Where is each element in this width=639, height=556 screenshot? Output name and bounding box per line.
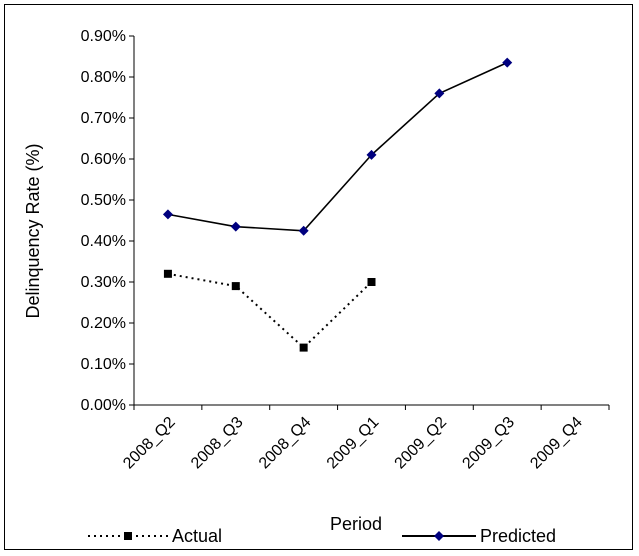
y-tick-label: 0.60% [81,151,126,168]
data-point-actual [231,282,240,291]
legend: Actual Predicted [88,526,556,546]
x-axis-title: Period [330,514,382,534]
x-tick-label: 2008_Q2 [120,414,179,473]
legend-predicted-marker [434,531,444,541]
data-point-predicted [502,57,513,68]
y-tick-label: 0.80% [81,69,126,86]
series-layer [162,57,513,352]
series-actual [163,269,376,352]
legend-item-actual: Actual [88,526,222,546]
y-tick-label: 0.70% [81,110,126,127]
y-tick-label: 0.00% [81,397,126,414]
x-tick-label: 2009_Q4 [527,414,586,473]
y-tick-label: 0.40% [81,233,126,250]
data-point-actual [299,343,308,352]
data-point-actual [163,269,172,278]
y-tick-label: 0.30% [81,274,126,291]
y-tick-label: 0.50% [81,192,126,209]
chart-frame [4,4,633,550]
data-point-predicted [298,225,309,236]
series-line-actual [167,272,373,349]
series-predicted [162,57,513,236]
legend-item-predicted: Predicted [402,526,556,546]
y-tick-label: 0.10% [81,356,126,373]
legend-actual-marker [124,532,132,540]
x-tick-label: 2009_Q2 [392,414,451,473]
y-tick-label: 0.20% [81,315,126,332]
series-line-predicted [167,61,508,232]
legend-predicted-label: Predicted [480,526,556,546]
data-point-predicted [162,209,173,220]
data-point-predicted [230,221,241,232]
y-tick-label: 0.90% [81,28,126,45]
y-axis-ticks: 0.00% 0.10% 0.20% 0.30% 0.40% 0.50% 0.60% 0.70%… [81,28,134,414]
x-tick-label: 2009_Q3 [459,414,518,473]
x-tick-label: 2008_Q3 [188,414,247,473]
x-tick-label: 2009_Q1 [324,414,383,473]
legend-actual-label: Actual [172,526,222,546]
x-tick-label: 2008_Q4 [256,414,315,473]
x-axis-ticks: 2008_Q2 2008_Q3 2008_Q4 2009_Q1 2009_Q2 2009_… [120,405,610,473]
data-point-predicted [434,88,445,99]
data-point-actual [367,278,376,286]
y-axis-title: Delinquency Rate (%) [23,143,43,318]
data-point-predicted [366,149,377,160]
